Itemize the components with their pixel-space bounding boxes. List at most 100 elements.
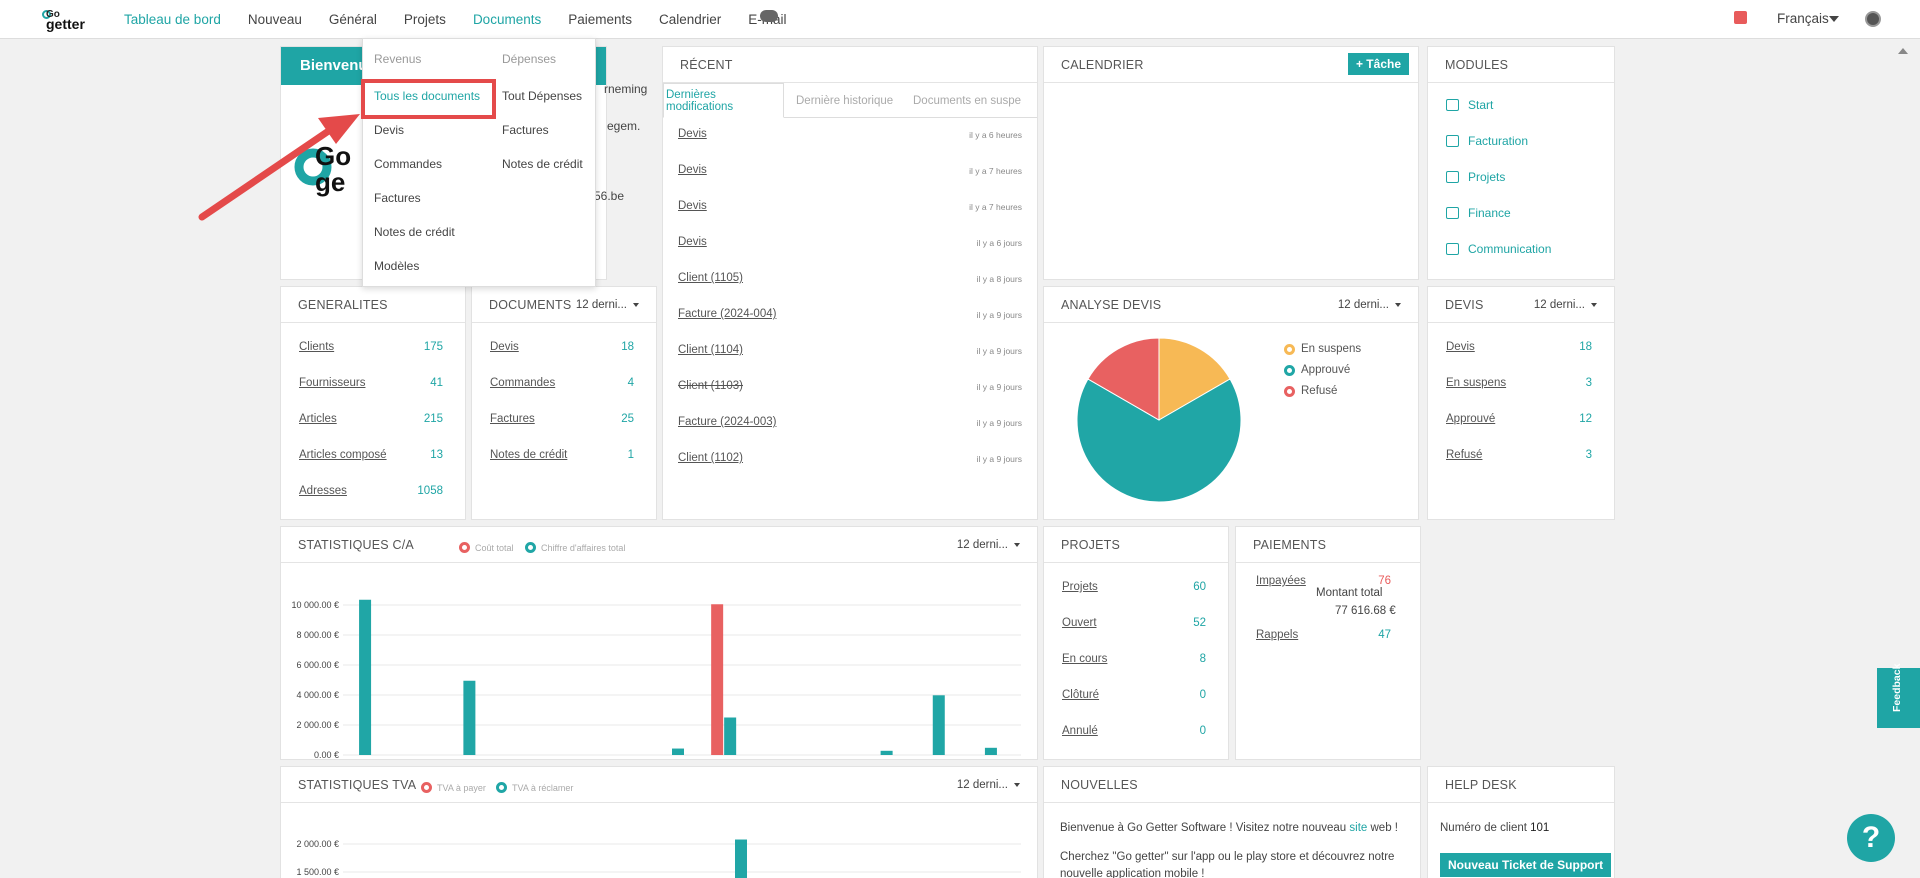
menu-notes-de-credit[interactable]: Notes de crédit — [374, 225, 455, 239]
list-item[interactable]: Client (1102) il y a 9 jours — [678, 452, 1022, 464]
scroll-up-icon[interactable] — [1898, 48, 1908, 54]
menu-factures[interactable]: Factures — [374, 191, 421, 205]
list-item[interactable]: Client (1105) il y a 8 jours — [678, 272, 1022, 284]
menu-depenses-factures[interactable]: Factures — [502, 123, 549, 137]
table-row[interactable]: Articles 215 — [299, 413, 443, 425]
table-row[interactable]: Clients 175 — [299, 341, 443, 353]
table-row[interactable]: Clôturé 0 — [1062, 689, 1206, 701]
table-row[interactable]: Notes de crédit 1 — [490, 449, 634, 461]
table-row[interactable]: Refusé 3 — [1446, 449, 1592, 461]
table-row[interactable]: Fournisseurs 41 — [299, 377, 443, 389]
new-support-ticket-button[interactable]: Nouveau Ticket de Support — [1440, 853, 1612, 877]
tab-documents-en-suspens[interactable]: Documents en suspe — [913, 94, 1022, 107]
module-finance[interactable]: Finance — [1446, 203, 1511, 223]
nav-general[interactable]: Général — [328, 11, 377, 27]
table-row[interactable]: Annulé 0 — [1062, 725, 1206, 737]
help-button[interactable]: ? — [1847, 814, 1895, 862]
feedback-tab[interactable]: Feedback — [1877, 664, 1920, 728]
table-row[interactable]: Ouvert 52 — [1062, 617, 1206, 629]
communication-icon — [1446, 243, 1459, 255]
list-item[interactable]: Client (1103) il y a 9 jours — [678, 380, 1022, 392]
menu-tous-les-documents[interactable]: Tous les documents — [374, 89, 481, 103]
avatar[interactable] — [1865, 11, 1881, 27]
menu-devis[interactable]: Devis — [374, 123, 405, 137]
module-facturation[interactable]: Facturation — [1446, 131, 1528, 151]
module-start[interactable]: Start — [1446, 95, 1493, 115]
table-row[interactable]: Projets 60 — [1062, 581, 1206, 593]
table-row[interactable]: Factures 25 — [490, 413, 634, 425]
table-row[interactable]: Devis 18 — [490, 341, 634, 353]
legend-dot-icon — [1284, 343, 1295, 355]
list-item[interactable]: Devis il y a 6 jours — [678, 236, 1022, 248]
period-select[interactable]: 12 derni... — [576, 299, 639, 311]
stats-ca-panel: STATISTIQUES C/A 12 derni... Coût total C… — [280, 526, 1038, 760]
menu-commandes[interactable]: Commandes — [374, 157, 443, 171]
svg-text:ge: ge — [315, 167, 345, 197]
caret-down-icon[interactable] — [1829, 16, 1839, 22]
y-tick-label: 8 000.00 € — [296, 630, 339, 640]
helpdesk-panel: HELP DESK Numéro de client 101 Nouveau T… — [1427, 766, 1615, 878]
table-row[interactable]: En suspens 3 — [1446, 377, 1592, 389]
table-row[interactable]: Approuvé 12 — [1446, 413, 1592, 425]
period-select[interactable]: 12 derni... — [957, 539, 1020, 551]
nav-documents[interactable]: Documents — [472, 11, 542, 27]
pie-slice — [1158, 337, 1231, 421]
period-select[interactable]: 12 derni... — [957, 779, 1020, 791]
nav-calendrier[interactable]: Calendrier — [659, 11, 722, 27]
list-item[interactable]: Facture (2024-004) il y a 9 jours — [678, 308, 1022, 320]
projects-icon — [1446, 171, 1459, 183]
depenses-header: Dépenses — [502, 52, 557, 66]
gift-icon[interactable] — [1734, 11, 1747, 24]
table-row[interactable]: Articles composé 13 — [299, 449, 443, 461]
nav-nouveau[interactable]: Nouveau — [247, 11, 302, 27]
montant-value: 77 616.68 € — [1335, 605, 1396, 617]
tab-derniere-historique[interactable]: Dernière historique — [796, 94, 894, 107]
language-selector[interactable]: Français — [1777, 11, 1829, 26]
montant-label: Montant total — [1316, 587, 1383, 599]
menu-modeles[interactable]: Modèles — [374, 259, 420, 273]
add-task-button[interactable]: + Tâche — [1347, 53, 1409, 75]
bar — [463, 680, 476, 755]
analyse-pie-chart — [1076, 337, 1242, 503]
list-item[interactable]: Client (1104) il y a 9 jours — [678, 344, 1022, 356]
caret-down-icon — [1395, 302, 1401, 307]
table-row[interactable]: Devis 18 — [1446, 341, 1592, 353]
paiements-panel: PAIEMENTS Impayées 76 Montant total 77 61… — [1235, 526, 1421, 760]
stats-tva-title: STATISTIQUES TVA — [298, 777, 417, 792]
list-item[interactable]: Devis il y a 6 heures — [678, 128, 1022, 140]
tab-dernieres-modifications[interactable]: Dernières modifications — [663, 83, 784, 118]
menu-depenses-notes-de-credit[interactable]: Notes de crédit — [502, 157, 583, 171]
module-communication[interactable]: Communication — [1446, 239, 1551, 259]
list-item[interactable]: Devis il y a 7 heures — [678, 164, 1022, 176]
list-item[interactable]: Devis il y a 7 heures — [678, 200, 1022, 212]
caret-down-icon — [633, 302, 639, 307]
bar — [880, 750, 893, 755]
legend-approuve: Approuvé — [1284, 364, 1350, 376]
module-projets[interactable]: Projets — [1446, 167, 1505, 187]
nav-paiements[interactable]: Paiements — [568, 11, 633, 27]
y-tick-label: 1 500.00 € — [296, 867, 339, 877]
table-row[interactable]: Commandes 4 — [490, 377, 634, 389]
devis-panel: DEVIS 12 derni... Devis 18 En suspens 3 App… — [1427, 286, 1615, 520]
table-row[interactable]: En cours 8 — [1062, 653, 1206, 665]
impayees-row[interactable]: Impayées 76 — [1256, 575, 1391, 587]
pie-slice — [1087, 337, 1160, 421]
nav-projets[interactable]: Projets — [403, 11, 446, 27]
site-link[interactable]: site — [1349, 822, 1368, 834]
rappels-row[interactable]: Rappels 47 — [1256, 629, 1391, 641]
calendrier-panel: CALENDRIER + Tâche — [1043, 46, 1419, 280]
period-select[interactable]: 12 derni... — [1534, 299, 1597, 311]
y-tick-label: 0.00 € — [314, 750, 339, 759]
cloud-icon[interactable] — [760, 10, 778, 22]
gogetter-logo[interactable]: Go getter — [42, 9, 100, 32]
legend-dot-icon — [496, 782, 507, 793]
nav-tableau-de-bord[interactable]: Tableau de bord — [124, 11, 221, 27]
nouvelles-panel: NOUVELLES Bienvenue à Go Getter Software… — [1043, 766, 1421, 878]
table-row[interactable]: Adresses 1058 — [299, 485, 443, 497]
legend-dot-icon — [1284, 385, 1295, 397]
menu-tout-depenses[interactable]: Tout Dépenses — [502, 89, 583, 103]
period-select[interactable]: 12 derni... — [1338, 299, 1401, 311]
user-icon — [1446, 99, 1459, 111]
list-item[interactable]: Facture (2024-003) il y a 9 jours — [678, 416, 1022, 428]
stats-tva-panel: STATISTIQUES TVA 12 derni... TVA à payer … — [280, 766, 1038, 878]
